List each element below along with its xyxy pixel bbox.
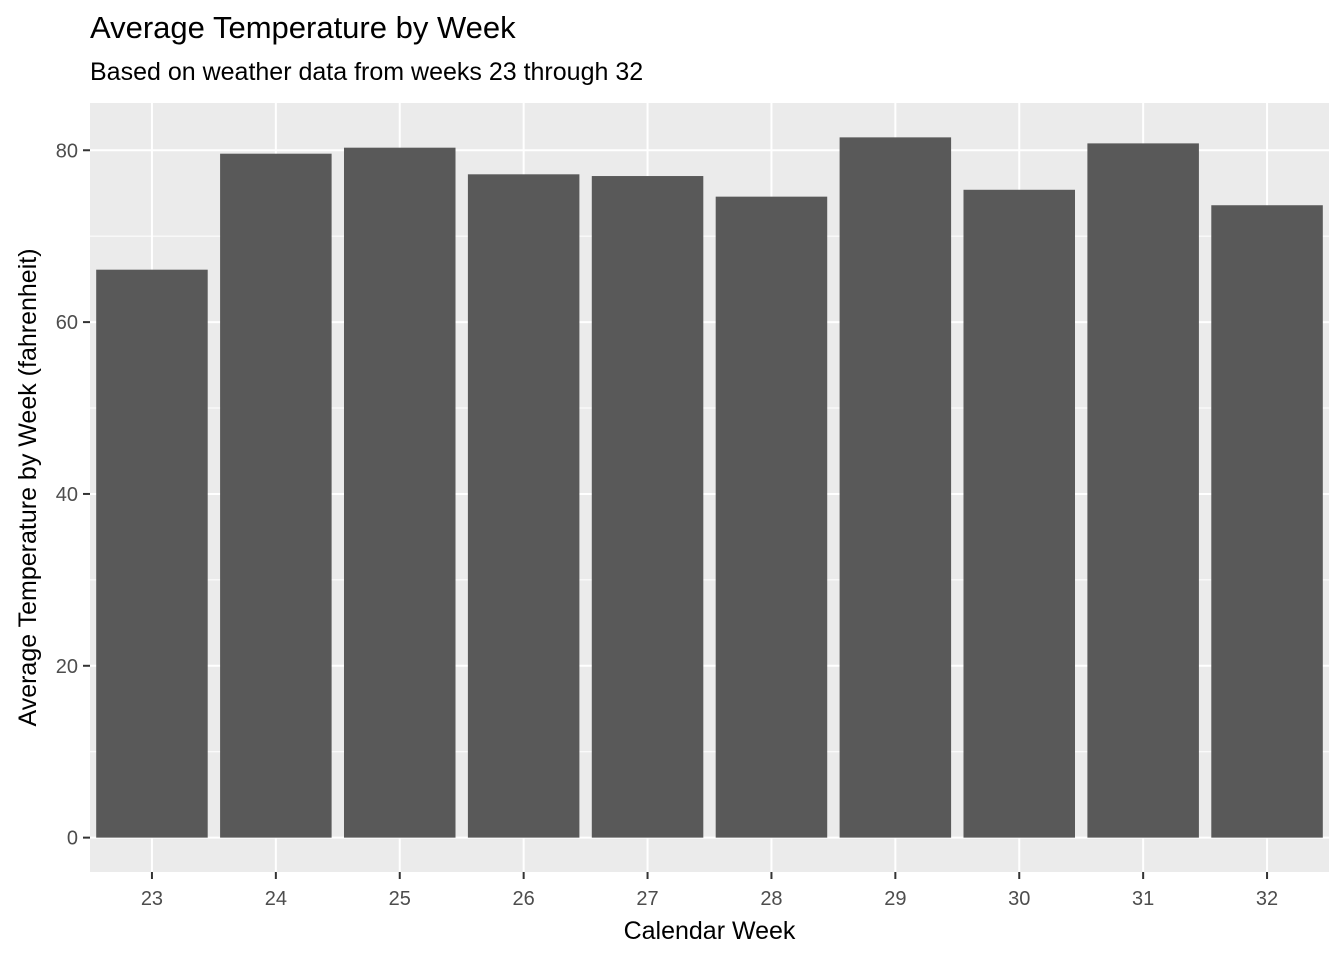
bar-week-25	[343, 147, 456, 838]
x-tick-label: 25	[389, 888, 411, 910]
x-axis: 23 24 25 26 27 28 29 30 31 32	[141, 872, 1278, 910]
y-tick-label: 40	[56, 484, 78, 506]
bar-week-23	[96, 269, 208, 838]
x-tick-label: 26	[513, 888, 535, 910]
bar-week-29	[839, 137, 952, 838]
bar-week-24	[220, 153, 332, 838]
x-tick-label: 24	[265, 888, 287, 910]
x-tick-label: 29	[884, 888, 906, 910]
y-tick-label: 20	[56, 656, 78, 678]
x-tick-label: 30	[1008, 888, 1030, 910]
bar-week-32	[1211, 205, 1323, 838]
y-tick-label: 0	[67, 828, 78, 850]
x-tick-label: 23	[141, 888, 163, 910]
bar-week-28	[715, 196, 828, 838]
bar-week-26	[467, 174, 580, 838]
x-tick-label: 27	[636, 888, 658, 910]
y-tick-label: 60	[56, 312, 78, 334]
bar-week-30	[963, 189, 1076, 838]
x-tick-label: 31	[1132, 888, 1154, 910]
y-axis: 0 20 40 60 80	[56, 140, 90, 850]
chart-title: Average Temperature by Week	[90, 10, 516, 45]
x-tick-label: 32	[1256, 888, 1278, 910]
x-axis-title: Calendar Week	[624, 917, 796, 945]
y-tick-label: 80	[56, 140, 78, 162]
bar-week-31	[1087, 143, 1199, 838]
chart-subtitle: Based on weather data from weeks 23 thro…	[90, 58, 644, 86]
bar-week-27	[591, 176, 704, 838]
y-axis-title: Average Temperature by Week (fahrenheit)	[14, 248, 42, 726]
bars	[96, 137, 1323, 838]
x-tick-label: 28	[760, 888, 782, 910]
